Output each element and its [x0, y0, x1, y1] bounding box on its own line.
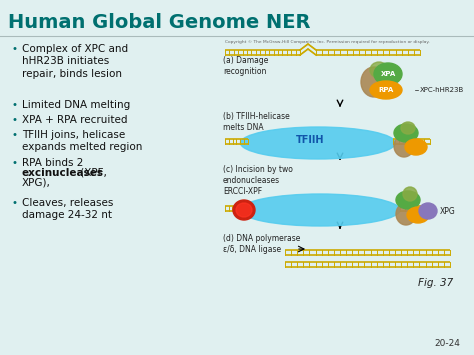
- Text: Limited DNA melting: Limited DNA melting: [22, 100, 130, 110]
- Text: RPA: RPA: [378, 87, 393, 93]
- Text: (d) DNA polymerase
ε/δ, DNA ligase: (d) DNA polymerase ε/δ, DNA ligase: [223, 234, 301, 254]
- Text: TFIIH: TFIIH: [296, 135, 324, 145]
- Ellipse shape: [401, 122, 415, 134]
- Ellipse shape: [419, 203, 437, 219]
- Text: XPA: XPA: [380, 71, 396, 77]
- Text: (c) Incision by two
endonucleases
ERCCI-XPF: (c) Incision by two endonucleases ERCCI-…: [223, 165, 293, 196]
- Text: XPG),: XPG),: [22, 178, 51, 187]
- Ellipse shape: [403, 187, 417, 201]
- Ellipse shape: [396, 191, 420, 209]
- Ellipse shape: [394, 124, 418, 142]
- Text: RPA binds 2: RPA binds 2: [22, 158, 83, 168]
- Ellipse shape: [361, 67, 387, 97]
- Ellipse shape: [394, 135, 414, 157]
- Text: •: •: [12, 130, 18, 140]
- Ellipse shape: [407, 207, 429, 223]
- Ellipse shape: [396, 203, 416, 225]
- Ellipse shape: [236, 203, 252, 217]
- Text: Fig. 37: Fig. 37: [418, 278, 453, 288]
- Ellipse shape: [405, 139, 427, 155]
- Text: (b) TFIIH-helicase
melts DNA: (b) TFIIH-helicase melts DNA: [223, 112, 290, 132]
- Text: 20-24: 20-24: [434, 339, 460, 348]
- Ellipse shape: [370, 81, 402, 99]
- Text: (XPF,: (XPF,: [77, 168, 107, 178]
- Text: Cleaves, releases
damage 24-32 nt: Cleaves, releases damage 24-32 nt: [22, 198, 113, 220]
- Text: XPA + RPA recruited: XPA + RPA recruited: [22, 115, 128, 125]
- Text: TFIIH joins, helicase
expands melted region: TFIIH joins, helicase expands melted reg…: [22, 130, 142, 152]
- Ellipse shape: [240, 194, 400, 226]
- Text: XPC-hHR23B: XPC-hHR23B: [420, 87, 464, 93]
- Text: •: •: [12, 158, 18, 168]
- Ellipse shape: [370, 62, 388, 78]
- Text: XPG: XPG: [440, 207, 456, 215]
- Ellipse shape: [240, 127, 395, 159]
- Text: Human Global Genome NER: Human Global Genome NER: [8, 12, 310, 32]
- Ellipse shape: [374, 63, 402, 85]
- Text: Copyright © The McGraw-Hill Companies, Inc. Permission required for reproduction: Copyright © The McGraw-Hill Companies, I…: [225, 40, 430, 44]
- Ellipse shape: [233, 200, 255, 220]
- Text: •: •: [12, 100, 18, 110]
- Text: •: •: [12, 44, 18, 54]
- Text: •: •: [12, 115, 18, 125]
- Text: Complex of XPC and
hHR23B initiates
repair, binds lesion: Complex of XPC and hHR23B initiates repa…: [22, 44, 128, 79]
- Text: (a) Damage
recognition: (a) Damage recognition: [223, 56, 268, 76]
- Text: •: •: [12, 198, 18, 208]
- Text: excinucleases: excinucleases: [22, 168, 104, 178]
